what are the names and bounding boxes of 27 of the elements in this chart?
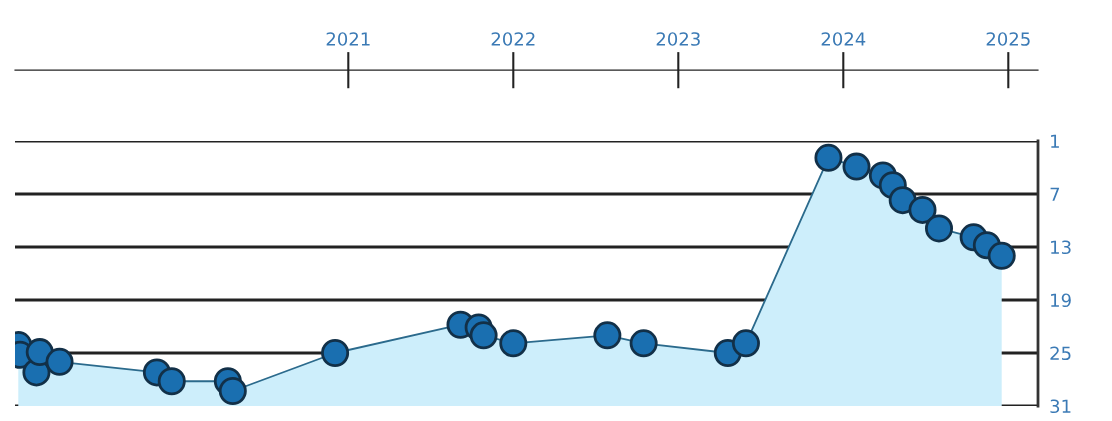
y-tick-label: 13 xyxy=(1051,240,1071,255)
point xyxy=(45,347,74,376)
point xyxy=(321,338,350,368)
y-tick-label: 25 xyxy=(1050,346,1071,361)
point xyxy=(629,329,658,358)
point xyxy=(218,376,247,405)
point xyxy=(924,214,954,243)
point xyxy=(842,152,871,181)
point xyxy=(25,338,54,367)
y-tick-label: 7 xyxy=(1050,187,1060,201)
point xyxy=(908,195,937,224)
point xyxy=(499,329,528,358)
x-tick-label: 2025 xyxy=(986,32,1030,46)
x-tick-label: 2022 xyxy=(491,32,535,46)
point xyxy=(814,143,843,172)
x-tick-label: 2024 xyxy=(821,32,866,46)
x-tick-label: 2021 xyxy=(326,32,370,46)
point xyxy=(469,321,498,350)
y-tick-label: 31 xyxy=(1050,399,1071,414)
y-tick-label: 1 xyxy=(1051,134,1059,148)
point xyxy=(157,367,186,396)
point xyxy=(888,186,917,215)
point xyxy=(987,241,1016,270)
y-tick-label: 19 xyxy=(1051,293,1071,308)
x-tick-label: 2023 xyxy=(656,32,700,46)
point xyxy=(593,321,622,350)
point xyxy=(731,329,760,358)
